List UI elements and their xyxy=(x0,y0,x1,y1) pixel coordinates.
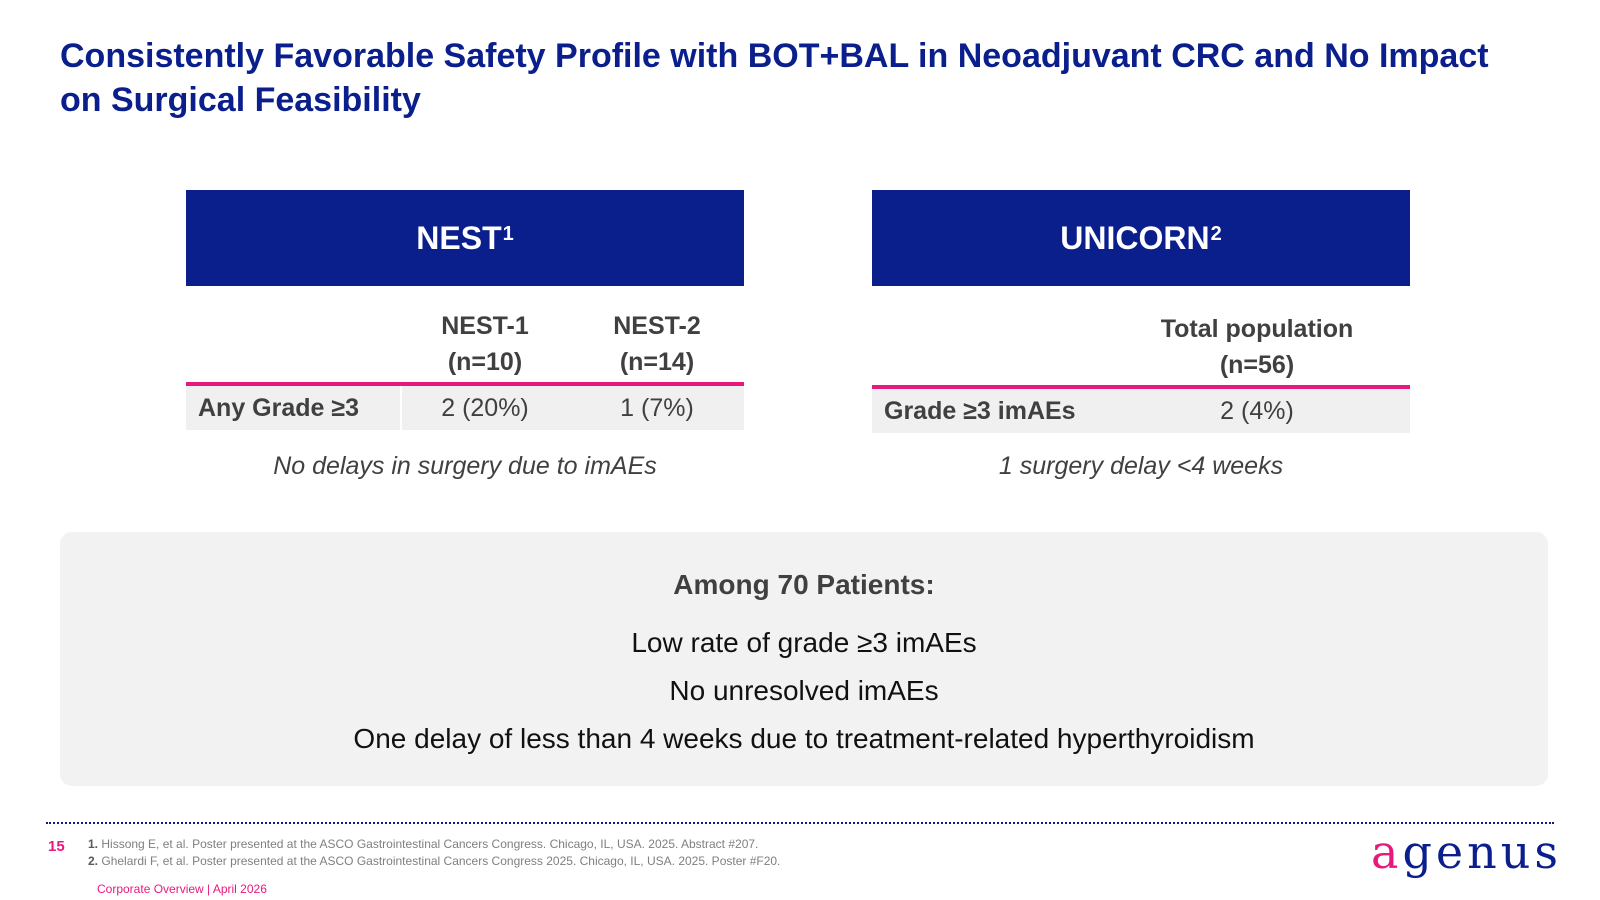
references: 1. Hissong E, et al. Poster presented at… xyxy=(88,836,780,870)
unicorn-note: 1 surgery delay <4 weeks xyxy=(998,452,1284,480)
nest-2-value: 1 (7%) xyxy=(620,394,694,422)
nest-header-rule xyxy=(186,382,744,386)
nest-row-label: Any Grade ≥3 xyxy=(198,394,359,422)
unicorn-column-headers: Total population (n=56) xyxy=(872,286,1410,385)
nest-header: NEST 1 xyxy=(186,190,744,286)
reference-1: 1. Hissong E, et al. Poster presented at… xyxy=(88,836,780,853)
unicorn-value: 2 (4%) xyxy=(1220,397,1294,425)
total-population-label: Total population xyxy=(1160,315,1354,343)
slide-title-line-2: on Surgical Feasibility xyxy=(60,81,421,119)
slide-title-line-1: Consistently Favorable Safety Profile wi… xyxy=(60,37,1489,75)
nest-2-name: NEST-2 xyxy=(613,312,701,340)
footer-label: Corporate Overview | April 2026 xyxy=(97,882,267,896)
nest-row-divider xyxy=(400,386,402,430)
nest-panel: NEST 1 NEST-1 (n=10) NEST-2 (n=14) Any Gr… xyxy=(186,190,744,481)
summary-line-2: No unresolved imAEs xyxy=(669,675,939,706)
reference-2: 2. Ghelardi F, et al. Poster presented a… xyxy=(88,853,780,870)
unicorn-row-label: Grade ≥3 imAEs xyxy=(884,397,1076,425)
nest-header-footnote: 1 xyxy=(502,222,514,245)
unicorn-header-footnote: 2 xyxy=(1210,222,1222,245)
unicorn-panel: UNICORN 2 Total population (n=56) Grade ≥… xyxy=(872,190,1410,481)
page-number: 15 xyxy=(48,838,65,855)
nest-2-column-header: NEST-2 (n=14) xyxy=(570,308,744,380)
nest-note: No delays in surgery due to imAEs xyxy=(273,452,657,480)
unicorn-header: UNICORN 2 xyxy=(872,190,1410,286)
reference-1-number: 1. xyxy=(88,837,99,851)
unicorn-data-row: Grade ≥3 imAEs 2 (4%) xyxy=(872,389,1410,433)
nest-2-n: (n=14) xyxy=(619,348,695,376)
total-population-column-header: Total population (n=56) xyxy=(1122,311,1392,383)
footer-divider xyxy=(46,822,1554,824)
logo-wordmark-rest: genus xyxy=(1402,825,1562,879)
summary-heading: Among 70 Patients: xyxy=(673,569,935,600)
nest-header-label: NEST xyxy=(416,219,502,256)
summary-line-1: Low rate of grade ≥3 imAEs xyxy=(631,627,977,658)
slide-title: Consistently Favorable Safety Profile wi… xyxy=(60,34,1540,122)
summary-line-3: One delay of less than 4 weeks due to tr… xyxy=(353,723,1255,754)
reference-2-number: 2. xyxy=(88,854,99,868)
unicorn-header-label: UNICORN xyxy=(1060,219,1210,256)
nest-1-value: 2 (20%) xyxy=(441,394,529,422)
reference-1-text: Hissong E, et al. Poster presented at th… xyxy=(101,837,759,851)
nest-data-row: Any Grade ≥3 2 (20%) 1 (7%) xyxy=(186,386,744,430)
total-population-n: (n=56) xyxy=(1219,351,1295,379)
nest-1-n: (n=10) xyxy=(447,348,523,376)
logo-letter-a: a xyxy=(1371,825,1403,879)
nest-1-column-header: NEST-1 (n=10) xyxy=(400,308,570,380)
nest-1-name: NEST-1 xyxy=(441,312,529,340)
agenus-logo: agenus xyxy=(1371,826,1562,878)
unicorn-header-rule xyxy=(872,385,1410,389)
nest-column-headers: NEST-1 (n=10) NEST-2 (n=14) xyxy=(186,286,744,382)
summary-box: Among 70 Patients: Low rate of grade ≥3 … xyxy=(60,532,1548,786)
reference-2-text: Ghelardi F, et al. Poster presented at t… xyxy=(101,854,781,868)
